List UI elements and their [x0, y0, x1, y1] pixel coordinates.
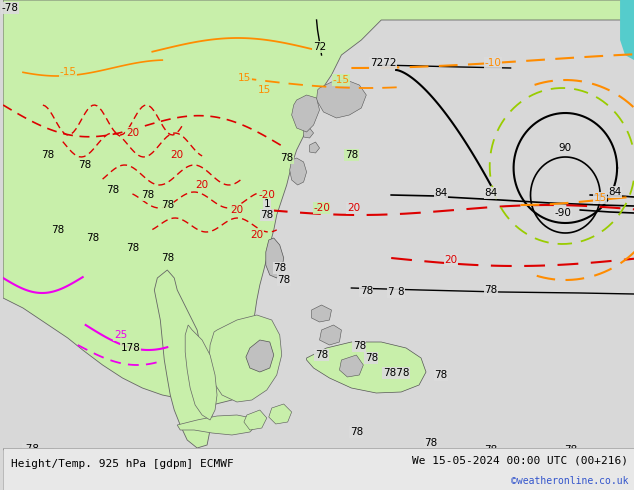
Text: 78: 78 [160, 200, 174, 210]
Polygon shape [309, 142, 320, 153]
Text: -78: -78 [1, 3, 18, 13]
Text: 78: 78 [273, 263, 287, 273]
Text: 20: 20 [444, 255, 458, 265]
Text: 78: 78 [141, 190, 154, 200]
Text: 20: 20 [171, 150, 184, 160]
Text: We 15-05-2024 00:00 UTC (00+216): We 15-05-2024 00:00 UTC (00+216) [412, 456, 628, 466]
Polygon shape [178, 415, 257, 435]
Bar [3, 448, 634, 490]
Text: 72: 72 [313, 42, 326, 52]
Text: -20: -20 [258, 190, 275, 200]
Text: 7878: 7878 [383, 368, 410, 378]
Text: 78: 78 [345, 150, 358, 160]
Polygon shape [316, 80, 366, 118]
Polygon shape [320, 325, 342, 345]
Text: 78: 78 [315, 350, 328, 360]
Text: 78: 78 [350, 427, 363, 437]
Text: 78: 78 [41, 150, 55, 160]
Polygon shape [266, 238, 283, 278]
Text: 78: 78 [484, 285, 497, 295]
Text: 78: 78 [126, 243, 139, 253]
Text: 90: 90 [559, 143, 572, 153]
Text: 84: 84 [609, 187, 622, 197]
Text: 15: 15 [238, 73, 252, 83]
Text: 7272: 7272 [370, 58, 396, 68]
Text: 78: 78 [365, 353, 378, 363]
Text: 78: 78 [564, 445, 577, 455]
Text: 20: 20 [230, 205, 243, 215]
Text: 78: 78 [434, 370, 448, 380]
Text: 1
8: 1 8 [264, 199, 270, 221]
Text: Height/Temp. 925 hPa [gdpm] ECMWF: Height/Temp. 925 hPa [gdpm] ECMWF [11, 459, 234, 469]
Polygon shape [304, 128, 314, 138]
Polygon shape [269, 404, 292, 424]
Text: 78: 78 [280, 153, 294, 163]
Text: 20: 20 [195, 180, 209, 190]
Text: 78: 78 [78, 160, 91, 170]
Text: 25: 25 [114, 330, 127, 340]
Text: 84: 84 [484, 188, 497, 198]
Polygon shape [185, 325, 217, 420]
Text: ©weatheronline.co.uk: ©weatheronline.co.uk [510, 476, 628, 486]
Polygon shape [311, 305, 332, 322]
Text: 84: 84 [434, 188, 448, 198]
Polygon shape [339, 355, 363, 377]
Text: 20: 20 [126, 128, 139, 138]
Text: 7 8: 7 8 [388, 287, 404, 297]
Polygon shape [290, 158, 307, 185]
Text: 20: 20 [347, 203, 360, 213]
Text: -10: -10 [484, 58, 501, 68]
Text: 78: 78 [359, 286, 373, 296]
Polygon shape [3, 0, 634, 405]
Polygon shape [154, 270, 212, 448]
Polygon shape [307, 342, 426, 393]
Text: 78: 78 [424, 438, 437, 448]
Text: 15: 15 [593, 193, 607, 203]
Polygon shape [244, 410, 267, 430]
Text: 78: 78 [106, 185, 119, 195]
Text: -20: -20 [313, 203, 330, 213]
Text: 20: 20 [250, 230, 263, 240]
Text: 78: 78 [160, 253, 174, 263]
Text: 78: 78 [86, 233, 100, 243]
Polygon shape [292, 95, 320, 132]
Text: -90: -90 [555, 208, 572, 218]
Text: 78: 78 [51, 225, 65, 235]
Text: 15: 15 [258, 85, 271, 95]
Text: -15: -15 [333, 75, 350, 85]
Text: -78: -78 [22, 444, 39, 454]
Text: 78: 78 [277, 275, 290, 285]
Polygon shape [246, 340, 274, 372]
Polygon shape [620, 0, 634, 60]
Text: 78: 78 [484, 445, 497, 455]
Polygon shape [209, 315, 281, 402]
Text: 178: 178 [120, 343, 140, 353]
Text: 78: 78 [353, 341, 366, 351]
Text: -15: -15 [59, 67, 76, 77]
Text: 78: 78 [260, 210, 273, 220]
